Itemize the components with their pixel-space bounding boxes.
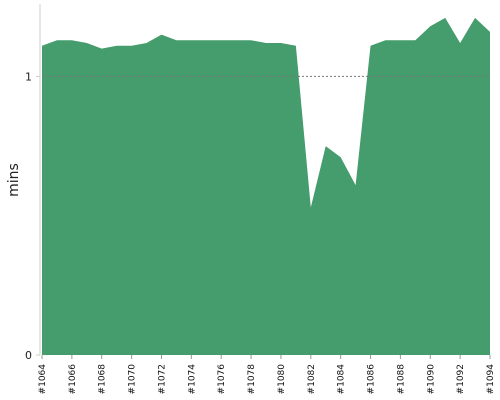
y-tick-label: 1 [25, 70, 32, 83]
x-tick-label: #1090 [426, 364, 436, 395]
x-tick-label: #1086 [367, 364, 377, 395]
x-tick-label: #1094 [486, 364, 496, 395]
x-tick-label: #1070 [128, 364, 138, 395]
x-tick-label: #1092 [456, 364, 466, 394]
x-tick-label: #1084 [337, 364, 347, 395]
x-tick-label: #1080 [277, 364, 287, 395]
x-tick-label: #1088 [396, 364, 406, 395]
x-tick-label: #1076 [217, 364, 227, 395]
area-series-0 [42, 17, 490, 356]
x-tick-label: #1066 [68, 364, 78, 395]
y-axis-label: mins [6, 163, 22, 197]
x-axis: #1064 #1066 #1068 #1070 #1072 #1074 #1076 #1078… [38, 355, 496, 394]
area-series [42, 17, 490, 356]
x-tick-label: #1074 [187, 364, 197, 395]
y-tick-label: 0 [25, 349, 32, 362]
x-tick-label: #1078 [247, 364, 257, 395]
x-tick-label: #1072 [157, 364, 167, 394]
x-tick-label: #1064 [38, 364, 48, 395]
x-tick-label: #1068 [98, 364, 108, 395]
x-tick-label: #1082 [307, 364, 317, 394]
y-axis: 01 [25, 4, 41, 362]
